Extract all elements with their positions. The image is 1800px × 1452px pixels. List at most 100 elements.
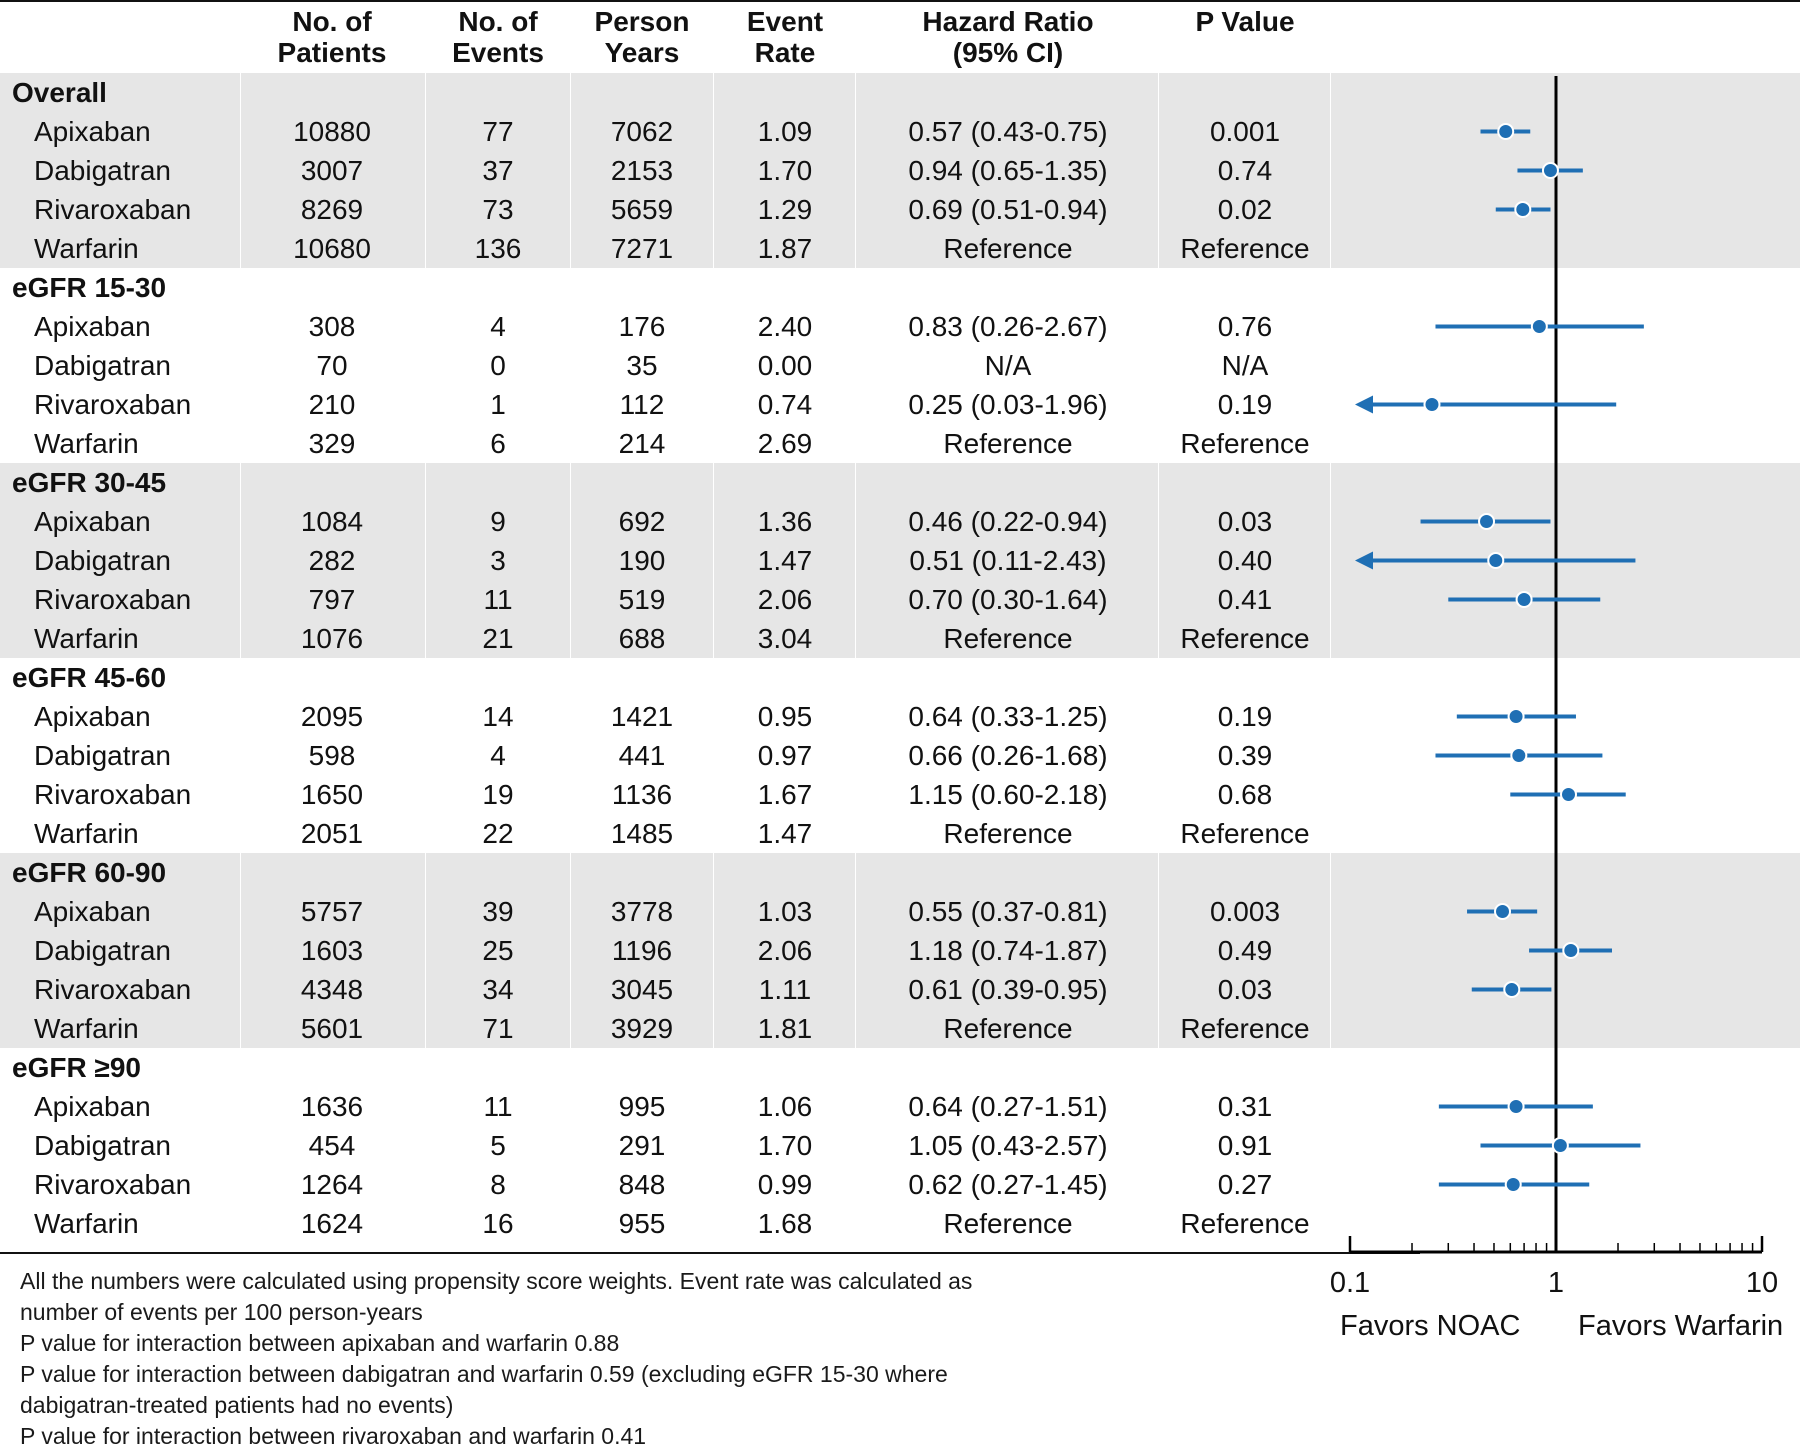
hazard-ratio-cell: 0.46 (0.22-0.94) (908, 506, 1108, 537)
patients-cell: 1650 (300, 779, 364, 810)
patients-cell: 454 (308, 1130, 356, 1161)
p-value-cell: 0.39 (1217, 740, 1273, 771)
drug-label: Apixaban (34, 896, 151, 927)
column-separator (855, 73, 856, 1243)
events-cell: 25 (482, 935, 514, 966)
events-cell: 16 (482, 1208, 514, 1239)
group-label: eGFR 30-45 (12, 467, 167, 498)
hazard-ratio-cell: 0.62 (0.27-1.45) (908, 1169, 1108, 1200)
events-cell: 3 (490, 545, 506, 576)
p-value-cell: 0.49 (1217, 935, 1273, 966)
header-hazard-ratio-line2: (95% CI) (952, 37, 1064, 68)
event-rate-cell: 2.40 (757, 311, 813, 342)
p-value-cell: 0.003 (1209, 896, 1281, 927)
person-years-cell: 1196 (611, 935, 673, 966)
drug-label: Apixaban (34, 701, 151, 732)
p-value-cell: Reference (1180, 818, 1310, 849)
header-events-line2: Events (452, 37, 544, 68)
drug-label: Dabigatran (34, 545, 171, 576)
group-band (0, 853, 1800, 1048)
patients-cell: 70 (316, 350, 348, 381)
hazard-ratio-cell: 0.94 (0.65-1.35) (908, 155, 1108, 186)
drug-label: Apixaban (34, 311, 151, 342)
event-rate-cell: 1.47 (757, 545, 813, 576)
event-rate-cell: 2.06 (757, 584, 813, 615)
x-tick-label: 0.1 (1330, 1267, 1370, 1299)
p-value-cell: 0.31 (1217, 1091, 1273, 1122)
group-label: eGFR 15-30 (12, 272, 167, 303)
events-cell: 8 (490, 1169, 506, 1200)
point-estimate (1530, 318, 1548, 335)
event-rate-cell: 1.06 (757, 1091, 813, 1122)
hazard-ratio-cell: 0.57 (0.43-0.75) (908, 116, 1108, 147)
events-cell: 73 (482, 194, 514, 225)
hazard-ratio-cell: 0.55 (0.37-0.81) (908, 896, 1108, 927)
patients-cell: 1603 (300, 935, 364, 966)
p-value-cell: 0.68 (1217, 779, 1273, 810)
point-estimate (1562, 942, 1580, 959)
group-label: eGFR ≥90 (12, 1052, 141, 1083)
point-estimate (1494, 903, 1512, 920)
x-tick-label: 10 (1746, 1267, 1778, 1299)
p-value-cell: Reference (1180, 623, 1310, 654)
header-person-years-line1: Person (594, 6, 690, 37)
patients-cell: 5757 (300, 896, 364, 927)
person-years-cell: 190 (618, 545, 666, 576)
ci-arrow (1355, 395, 1373, 414)
column-separator (1330, 73, 1331, 1243)
person-years-cell: 692 (618, 506, 666, 537)
header-person-years-line2: Years (604, 37, 680, 68)
drug-label: Dabigatran (34, 350, 171, 381)
hazard-ratio-cell: 1.15 (0.60-2.18) (908, 779, 1108, 810)
p-value-cell: Reference (1180, 428, 1310, 459)
event-rate-cell: 1.68 (757, 1208, 813, 1239)
person-years-cell: 441 (618, 740, 666, 771)
events-cell: 5 (490, 1130, 506, 1161)
events-cell: 0 (490, 350, 506, 381)
event-rate-cell: 1.70 (757, 155, 813, 186)
header-hazard-ratio-line1: Hazard Ratio (922, 6, 1094, 37)
point-estimate (1507, 1098, 1525, 1115)
header-event-rate-line1: Event (746, 6, 824, 37)
p-value-cell: 0.41 (1217, 584, 1273, 615)
hazard-ratio-cell: 1.05 (0.43-2.57) (908, 1130, 1108, 1161)
events-cell: 71 (482, 1013, 514, 1044)
events-cell: 11 (483, 1091, 513, 1122)
events-cell: 37 (482, 155, 514, 186)
p-value-cell: Reference (1180, 1208, 1310, 1239)
drug-label: Rivaroxaban (34, 389, 192, 420)
patients-cell: 8269 (300, 194, 364, 225)
events-cell: 34 (482, 974, 514, 1005)
footnote-line: P value for interaction between rivaroxa… (20, 1423, 647, 1449)
patients-cell: 2051 (300, 818, 364, 849)
p-value-cell: N/A (1221, 350, 1269, 381)
person-years-cell: 519 (618, 584, 666, 615)
drug-label: Warfarin (34, 233, 139, 264)
p-value-cell: 0.76 (1217, 311, 1273, 342)
drug-label: Rivaroxaban (34, 194, 192, 225)
header-event-rate-line2: Rate (754, 37, 816, 68)
patients-cell: 797 (308, 584, 356, 615)
p-value-cell: 0.02 (1217, 194, 1273, 225)
drug-label: Dabigatran (34, 740, 171, 771)
patients-cell: 1076 (300, 623, 364, 654)
patients-cell: 10880 (293, 116, 371, 147)
column-separator (425, 73, 426, 1243)
point-estimate (1504, 1176, 1522, 1193)
point-estimate (1510, 747, 1528, 764)
footnote-line: P value for interaction between dabigatr… (20, 1361, 948, 1387)
events-cell: 22 (482, 818, 514, 849)
person-years-cell: 1421 (610, 701, 674, 732)
event-rate-cell: 0.99 (757, 1169, 813, 1200)
events-cell: 4 (490, 311, 506, 342)
p-value-cell: 0.001 (1209, 116, 1281, 147)
event-rate-cell: 2.06 (757, 935, 813, 966)
event-rate-cell: 1.03 (757, 896, 813, 927)
p-value-cell: 0.74 (1217, 155, 1273, 186)
drug-label: Warfarin (34, 818, 139, 849)
hazard-ratio-cell: Reference (943, 818, 1073, 849)
person-years-cell: 3778 (610, 896, 674, 927)
drug-label: Rivaroxaban (34, 584, 192, 615)
person-years-cell: 7271 (610, 233, 674, 264)
